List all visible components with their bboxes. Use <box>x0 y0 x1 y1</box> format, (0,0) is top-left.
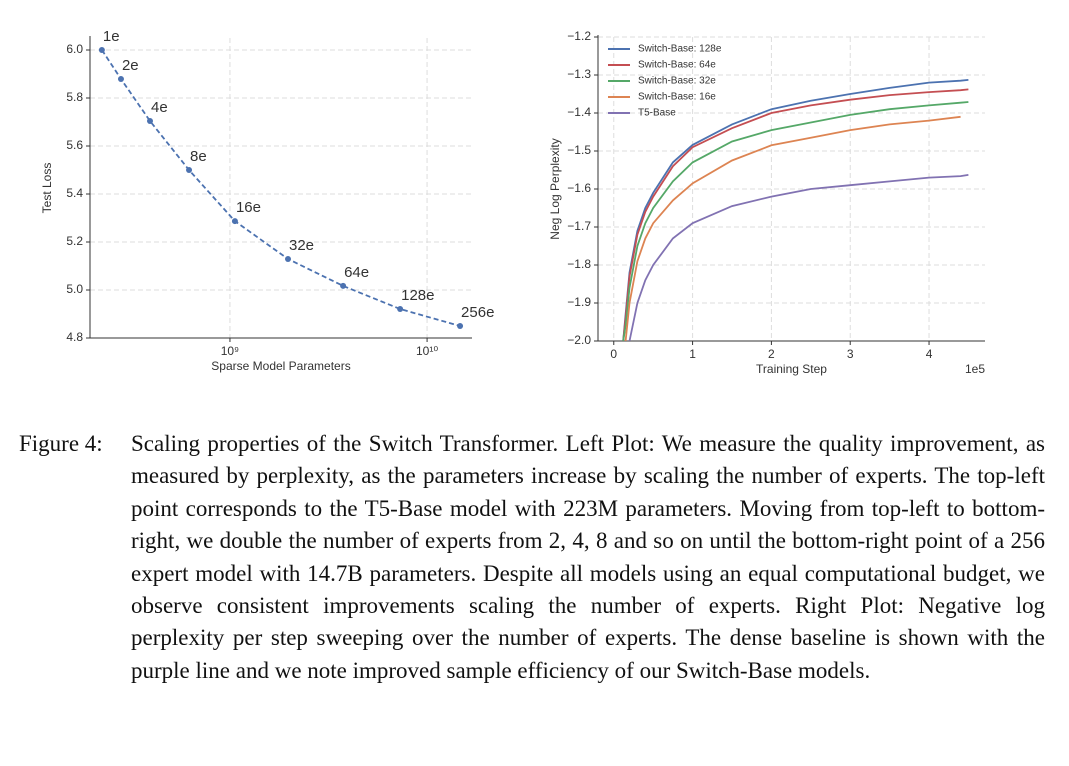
plot-area <box>622 79 969 341</box>
y-tick-label: 5.6 <box>66 138 83 152</box>
y-tick-label: −1.5 <box>567 143 591 157</box>
y-tick-label: −1.3 <box>567 67 591 81</box>
series-line <box>622 101 969 341</box>
y-tick-label: 4.8 <box>66 330 83 344</box>
x-tick-label: 4 <box>926 347 933 361</box>
legend-label: T5-Base <box>638 108 676 119</box>
series-line <box>628 174 969 341</box>
point-label: 64e <box>344 264 369 281</box>
y-axis-label: Neg Log Perplexity <box>548 138 562 239</box>
y-tick-label: −1.8 <box>567 257 591 271</box>
x-axis-label: Sparse Model Parameters <box>211 359 350 373</box>
caption-text: Scaling properties of the Switch Transfo… <box>131 431 1045 683</box>
point <box>117 76 124 83</box>
legend-label: Switch-Base: 64e <box>638 60 716 71</box>
point <box>98 47 105 53</box>
y-tick-label: 5.0 <box>66 282 83 296</box>
y-tick-label: −2.0 <box>567 333 591 347</box>
y-tick-label: −1.9 <box>567 295 591 309</box>
point <box>146 118 153 125</box>
y-axis-label: Test Loss <box>40 163 54 214</box>
point-label: 4e <box>151 99 168 116</box>
caption: Figure 4: Scaling properties of the Swit… <box>19 428 1045 687</box>
y-tick-label: 5.2 <box>66 234 83 248</box>
point-label: 2e <box>122 57 139 74</box>
point <box>231 218 238 225</box>
point-label: 256e <box>461 304 494 321</box>
x-offset-label: 1e5 <box>965 362 985 376</box>
y-tick-label: −1.7 <box>567 219 591 233</box>
figure: 4.8 5.0 5.2 5.4 5.6 5.8 6.0 10⁹ 10¹⁰ Sparse Model… <box>40 28 985 376</box>
point-label: 1e <box>103 28 120 45</box>
x-tick-label: 2 <box>768 347 775 361</box>
y-tick-label: 6.0 <box>66 42 83 56</box>
y-tick-label: −1.2 <box>567 29 591 43</box>
x-tick-label: 10⁹ <box>221 344 240 358</box>
legend-label: Switch-Base: 128e <box>638 44 722 55</box>
series-line <box>101 49 461 327</box>
x-axis-label: Training Step <box>756 362 827 376</box>
x-tick-label: 1 <box>689 347 696 361</box>
y-tick-label: 5.8 <box>66 90 83 104</box>
legend-label: Switch-Base: 32e <box>638 76 716 87</box>
y-tick-label: −1.6 <box>567 181 591 195</box>
series-line <box>622 88 969 341</box>
point <box>457 323 464 329</box>
x-tick-label: 3 <box>847 347 854 361</box>
point-label: 128e <box>401 287 434 304</box>
point <box>284 256 291 263</box>
plot-area <box>101 49 461 327</box>
series-line <box>622 79 969 341</box>
series-line <box>624 115 961 341</box>
point <box>340 282 347 289</box>
caption-label: Figure 4: <box>19 431 103 456</box>
legend-label: Switch-Base: 16e <box>638 92 716 103</box>
y-tick-label: −1.4 <box>567 105 591 119</box>
point-label: 16e <box>236 199 261 216</box>
point <box>186 167 193 173</box>
x-tick-label: 10¹⁰ <box>416 344 438 358</box>
point-label: 8e <box>190 148 207 165</box>
point <box>397 305 404 312</box>
x-tick-label: 0 <box>610 347 617 361</box>
point-label: 32e <box>289 237 314 254</box>
y-tick-label: 5.4 <box>66 186 83 200</box>
